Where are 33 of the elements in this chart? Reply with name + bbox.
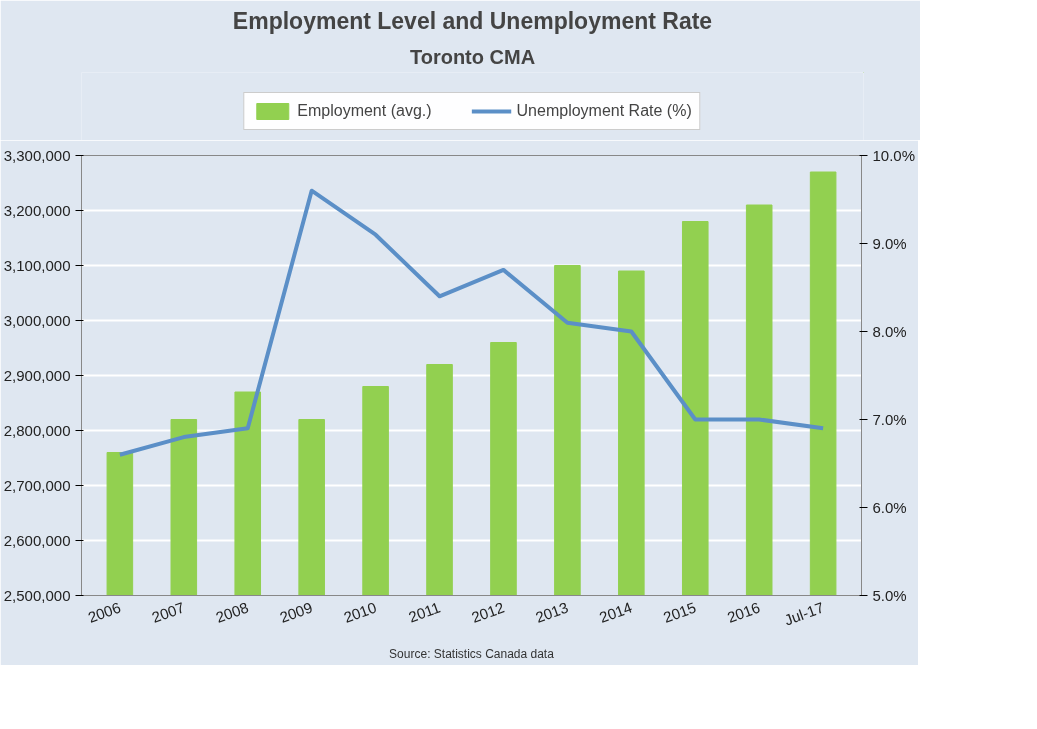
y2-tick-label: 5.0% bbox=[872, 587, 907, 604]
legend-label: Employment (avg.) bbox=[297, 102, 432, 120]
y-tick-label: 2,700,000 bbox=[3, 476, 71, 494]
source-note: Source: Statistics Canada data bbox=[389, 646, 555, 661]
y-tick-label: 3,100,000 bbox=[3, 256, 71, 274]
chart-title: Employment Level and Unemployment Rate bbox=[232, 7, 713, 34]
y2-tick-label: 6.0% bbox=[872, 499, 907, 516]
x-tick-label: 2015 bbox=[661, 598, 699, 626]
x-tick-label: Jul-17 bbox=[781, 598, 827, 629]
x-tick-label: 2014 bbox=[597, 598, 635, 626]
y2-tick-label: 9.0% bbox=[872, 235, 907, 252]
x-tick-label: 2013 bbox=[533, 598, 571, 626]
x-tick-label: 2010 bbox=[341, 598, 379, 626]
y-tick-label: 2,800,000 bbox=[3, 421, 71, 439]
legend-label: Unemployment Rate (%) bbox=[516, 102, 692, 120]
y-tick-label: 3,200,000 bbox=[3, 201, 71, 219]
y-tick-label: 2,500,000 bbox=[3, 586, 71, 604]
x-tick-label: 2007 bbox=[149, 598, 187, 626]
x-tick-label: 2012 bbox=[469, 598, 507, 626]
x-tick-label: 2009 bbox=[277, 598, 315, 626]
x-tick-label: 2011 bbox=[406, 598, 443, 626]
chart-subtitle: Toronto CMA bbox=[409, 45, 536, 68]
y2-tick-label: 10.0% bbox=[872, 147, 916, 164]
x-tick-label: 2016 bbox=[724, 598, 763, 626]
y2-tick-label: 7.0% bbox=[872, 411, 907, 428]
y-tick-label: 2,900,000 bbox=[3, 366, 71, 384]
y-tick-label: 2,600,000 bbox=[3, 531, 71, 549]
x-tick-label: 2006 bbox=[85, 598, 123, 626]
y2-tick-label: 8.0% bbox=[872, 323, 907, 340]
y-tick-label: 3,300,000 bbox=[3, 146, 71, 164]
x-tick-label: 2008 bbox=[213, 598, 251, 626]
y-tick-label: 3,000,000 bbox=[3, 311, 71, 329]
line-series bbox=[117, 188, 826, 457]
